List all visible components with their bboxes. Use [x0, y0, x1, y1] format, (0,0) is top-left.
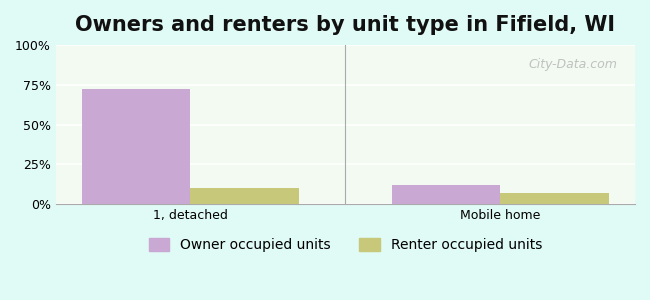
Bar — [392, 185, 500, 204]
Legend: Owner occupied units, Renter occupied units: Owner occupied units, Renter occupied un… — [143, 232, 548, 258]
Bar — [82, 89, 190, 204]
Bar — [190, 188, 299, 204]
Text: City-Data.com: City-Data.com — [528, 58, 618, 70]
Bar — [500, 193, 608, 204]
Title: Owners and renters by unit type in Fifield, WI: Owners and renters by unit type in Fifie… — [75, 15, 616, 35]
